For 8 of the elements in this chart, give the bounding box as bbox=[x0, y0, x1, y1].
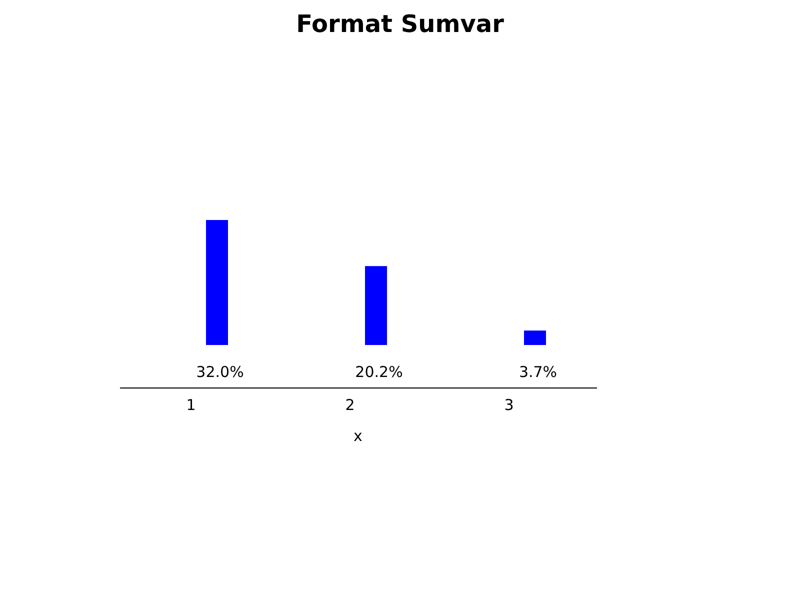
data-label: 20.2% bbox=[355, 363, 403, 381]
data-label: 3.7% bbox=[518, 363, 558, 381]
chart-title: Format Sumvar bbox=[296, 10, 504, 38]
x-tick-label: 1 bbox=[186, 396, 196, 414]
x-axis-title: x bbox=[354, 427, 363, 445]
x-tick-label: 3 bbox=[504, 396, 514, 414]
x-tick-label: 2 bbox=[345, 396, 355, 414]
data-label: 32.0% bbox=[196, 363, 244, 381]
